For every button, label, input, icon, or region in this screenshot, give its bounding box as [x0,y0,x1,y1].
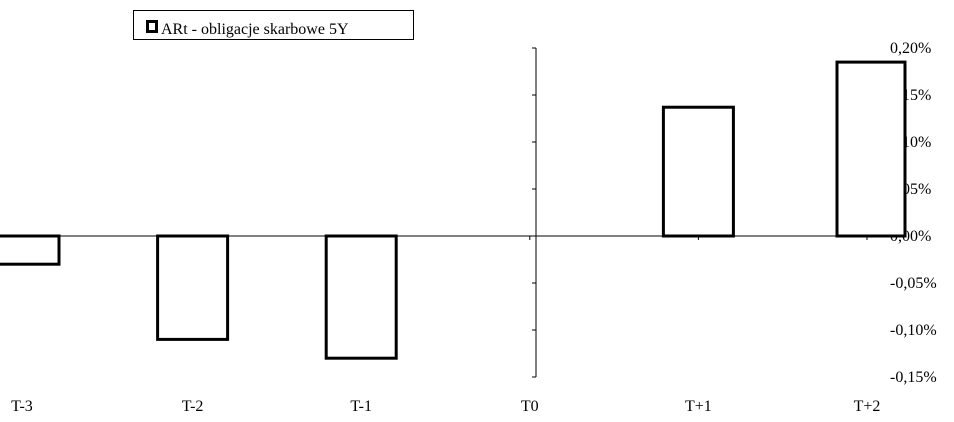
x-tick-label: T+1 [685,398,712,415]
x-tick-label: T-1 [350,398,372,415]
x-tick-label: T0 [521,398,539,415]
bar [156,234,230,341]
bar [324,234,398,360]
bar [835,60,907,238]
legend-marker-icon [146,20,158,33]
y-tick-label: -0,10% [890,322,937,339]
x-tick-label: T+2 [854,398,881,415]
legend-label: ARt - obligacje skarbowe 5Y [161,21,349,38]
y-tick-label: -0,05% [890,275,937,292]
y-tick-label: 0,20% [890,40,931,57]
y-tick-label: -0,15% [890,369,937,386]
x-tick-label: T-2 [182,398,204,415]
bar [661,105,735,238]
legend: ARt - obligacje skarbowe 5Y [133,10,414,40]
x-tick-label: T-3 [11,398,33,415]
bar [0,234,61,266]
